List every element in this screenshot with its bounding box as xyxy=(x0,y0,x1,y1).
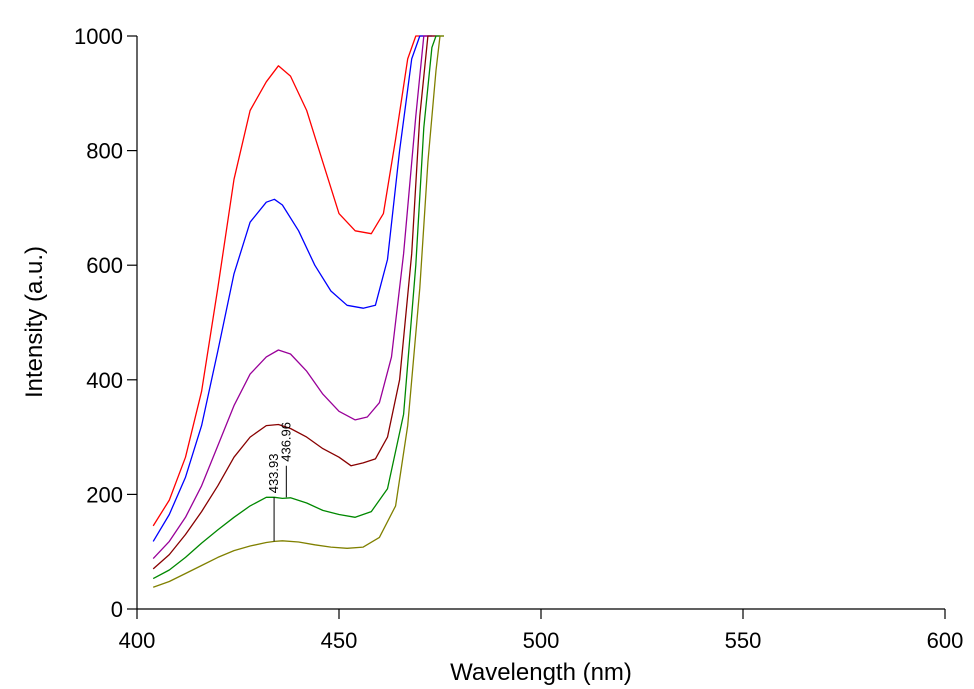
series-line-1 xyxy=(152,35,428,527)
x-axis-title: Wavelength (nm) xyxy=(450,659,632,686)
y-tick-label: 600 xyxy=(86,253,123,278)
y-tick-label: 0 xyxy=(111,597,123,622)
series-line-5 xyxy=(152,35,444,580)
annotation-label: 436.96 xyxy=(278,422,293,462)
x-tick-label: 550 xyxy=(725,628,762,653)
y-tick-label: 400 xyxy=(86,368,123,393)
series-line-2 xyxy=(152,35,432,542)
y-tick-label: 1000 xyxy=(74,24,123,49)
x-tick-label: 600 xyxy=(927,628,964,653)
series-line-4 xyxy=(152,35,440,570)
annotation-label: 433.93 xyxy=(266,453,281,493)
x-tick-label: 450 xyxy=(321,628,358,653)
y-tick-label: 200 xyxy=(86,482,123,507)
y-tick-label: 800 xyxy=(86,139,123,164)
series-layer xyxy=(152,35,444,588)
series-line-6 xyxy=(152,35,444,588)
series-line-3 xyxy=(152,35,436,560)
x-tick-label: 400 xyxy=(119,628,156,653)
x-tick-label: 500 xyxy=(523,628,560,653)
y-axis-title: Intensity (a.u.) xyxy=(21,246,48,398)
axes: 0 200 400 600 800 1000 400 450 500 550 600 xyxy=(74,24,963,653)
